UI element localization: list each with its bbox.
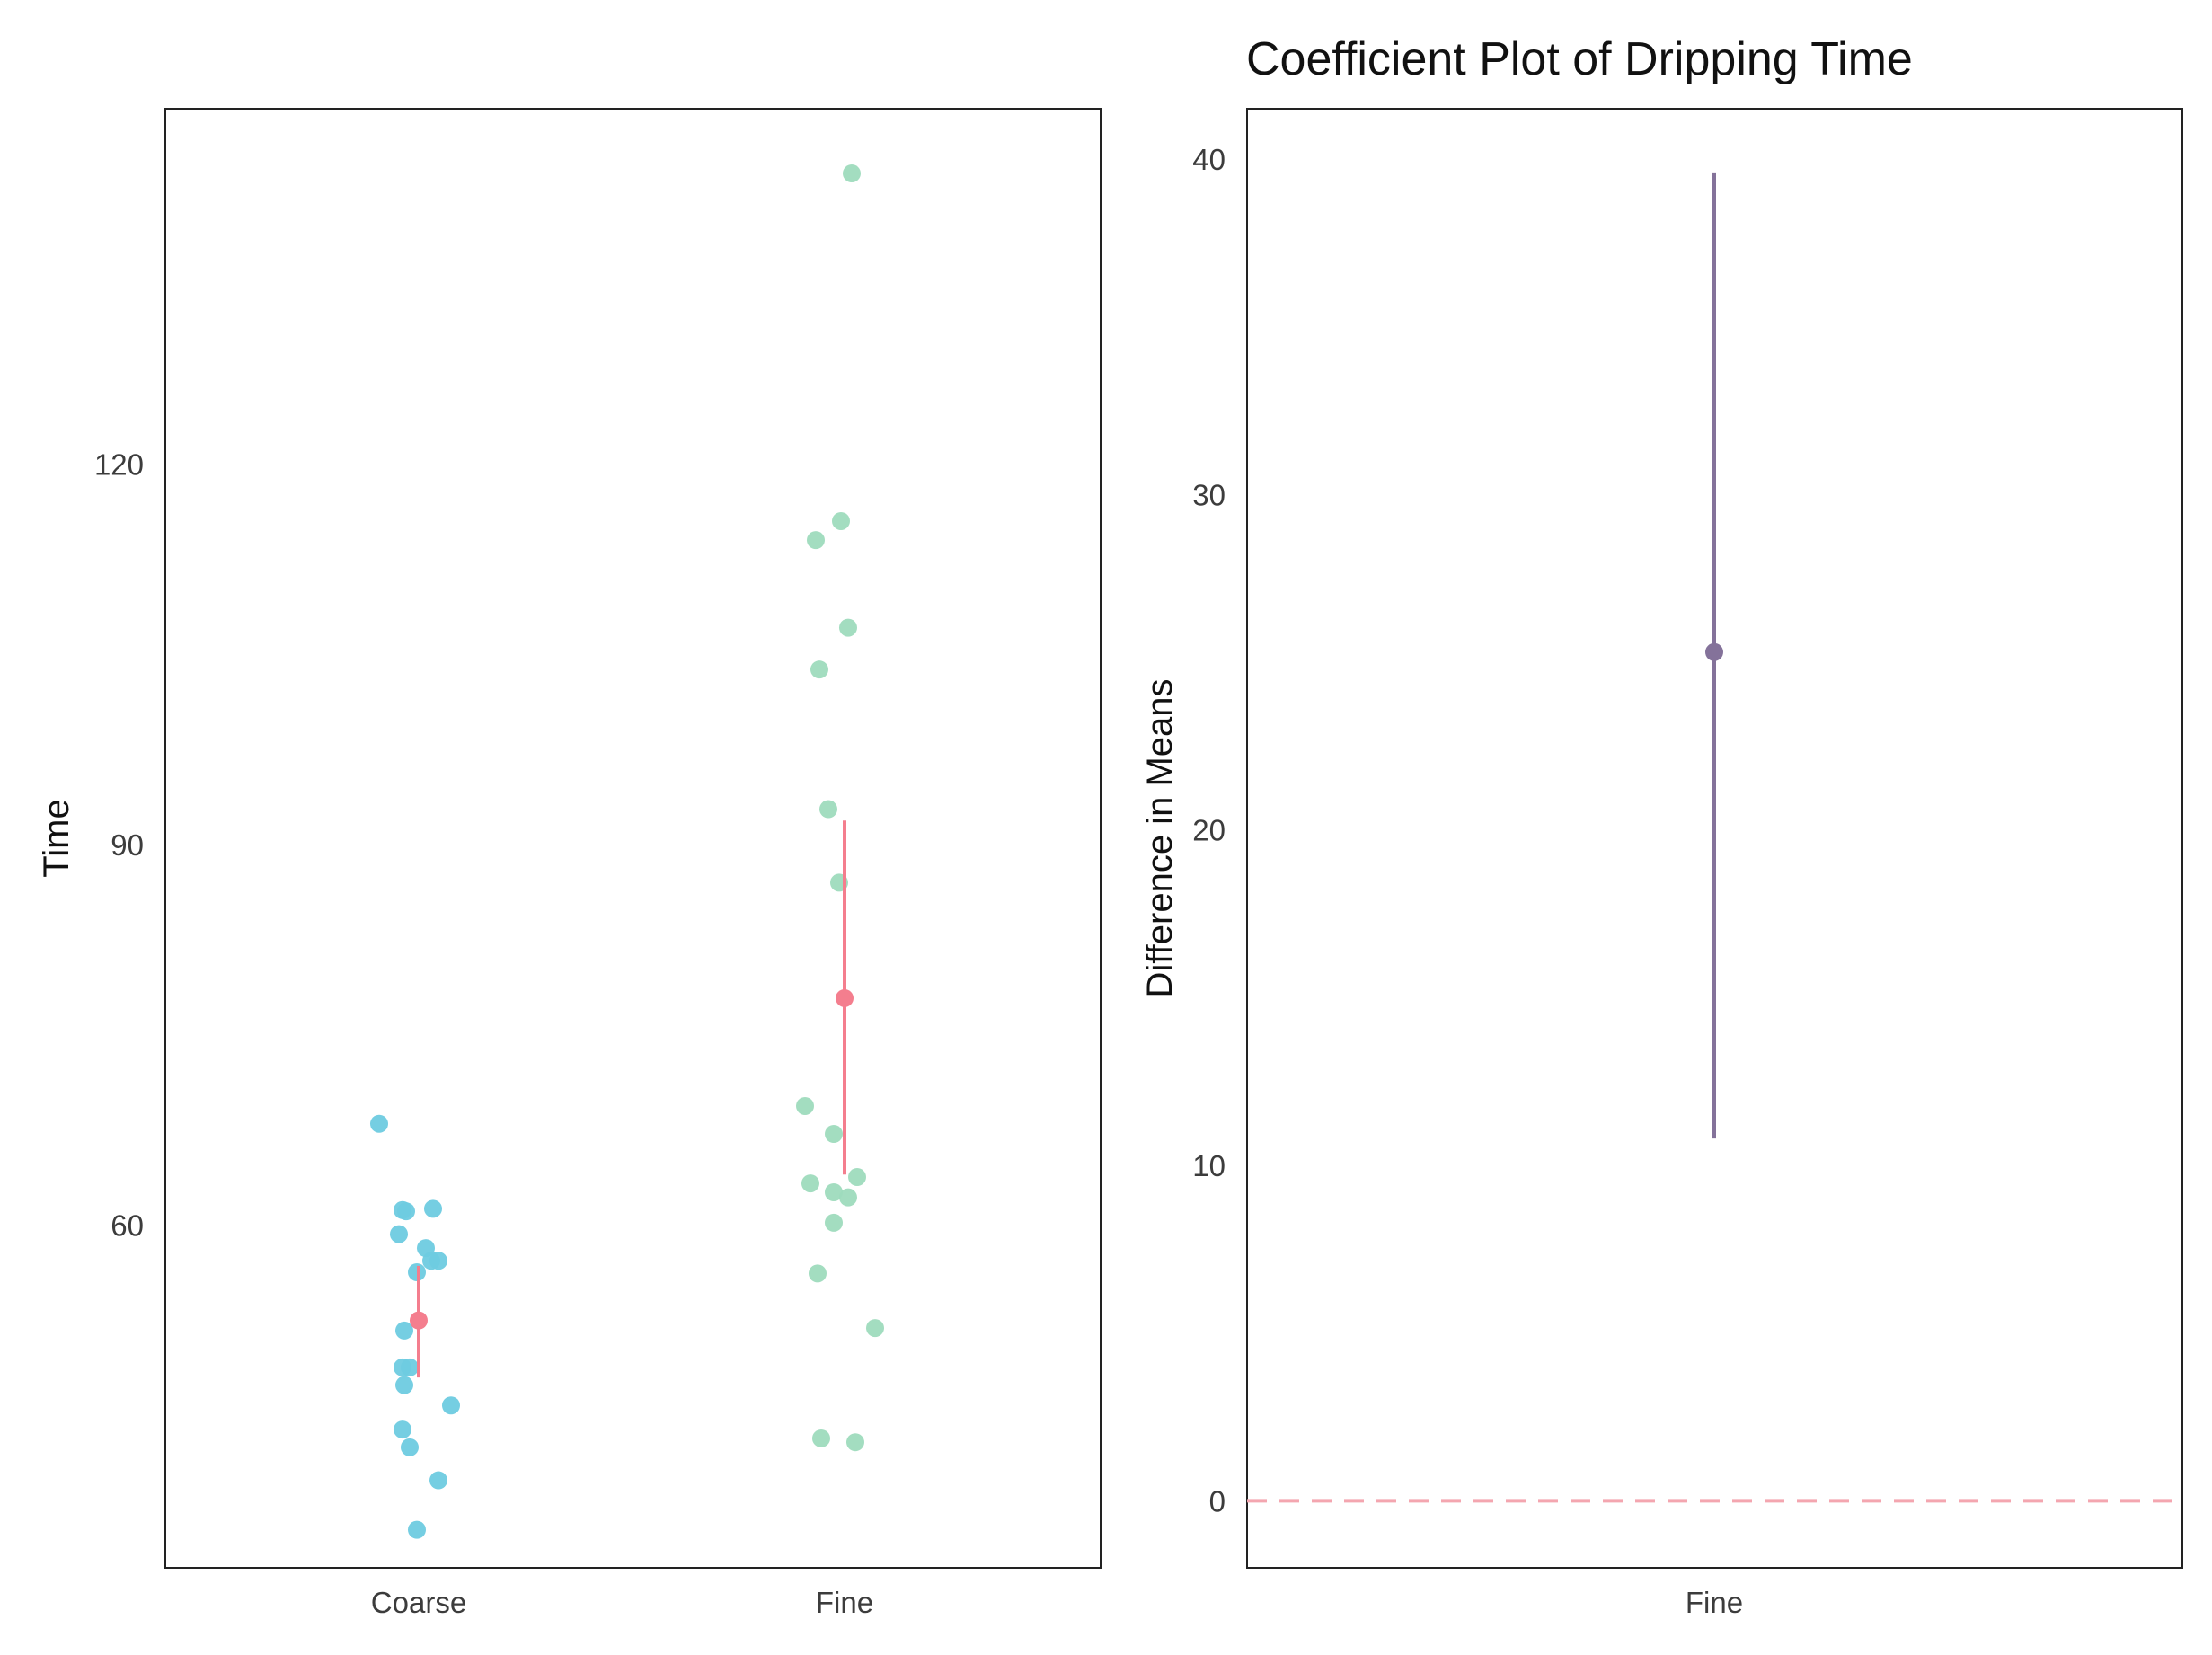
data-point-fine — [825, 1213, 843, 1232]
right-x-axis-ticks: Fine — [1686, 1586, 1743, 1619]
right-y-tick-label: 20 — [1192, 814, 1225, 847]
data-point-fine — [846, 1433, 864, 1452]
right-x-tick-label: Fine — [1686, 1586, 1743, 1619]
coefficient-point — [1705, 642, 1723, 661]
data-point-fine — [843, 164, 861, 183]
right-y-tick-label: 0 — [1209, 1484, 1225, 1518]
left-y-tick-label: 60 — [111, 1209, 144, 1243]
data-point-coarse — [390, 1225, 408, 1243]
right-plot-frame — [1246, 108, 2183, 1569]
data-point-coarse — [408, 1520, 426, 1539]
left-x-tick-label: Coarse — [371, 1586, 466, 1619]
left-x-tick-label: Fine — [816, 1586, 873, 1619]
data-point-fine — [866, 1319, 884, 1338]
data-point-coarse — [401, 1438, 419, 1456]
data-point-coarse — [442, 1396, 460, 1415]
right-y-tick-label: 10 — [1192, 1149, 1225, 1182]
data-point-fine — [812, 1429, 830, 1447]
coefficient-panel: Coefficient Plot of Dripping Time 0 10 20 3… — [1140, 33, 2183, 1619]
data-point-fine — [848, 1168, 866, 1187]
data-point-fine — [810, 660, 828, 679]
data-point-fine — [796, 1096, 814, 1115]
right-y-tick-label: 40 — [1192, 143, 1225, 176]
data-point-fine — [801, 1174, 819, 1193]
data-point-coarse — [370, 1114, 388, 1133]
data-point-fine — [825, 1125, 843, 1144]
data-point-fine — [819, 800, 837, 819]
data-point-coarse — [395, 1376, 413, 1394]
left-plot-frame — [164, 108, 1102, 1569]
data-point-coarse — [429, 1252, 447, 1270]
data-point-fine — [825, 1182, 843, 1201]
left-y-tick-label: 120 — [94, 447, 144, 481]
data-point-fine — [809, 1264, 827, 1283]
data-point-fine — [839, 1188, 857, 1207]
data-point-coarse — [424, 1199, 442, 1218]
data-point-fine — [839, 618, 857, 637]
right-coefficient-marks — [1247, 172, 2182, 1503]
left-x-axis-ticks: Coarse Fine — [371, 1586, 873, 1619]
right-y-tick-label: 30 — [1192, 478, 1225, 511]
left-data-points — [370, 164, 884, 1539]
chart-title: Coefficient Plot of Dripping Time — [1246, 33, 1913, 85]
data-point-coarse — [429, 1471, 447, 1490]
data-point-coarse — [397, 1202, 415, 1221]
data-point-coarse — [401, 1358, 419, 1376]
mean-point-fine — [836, 988, 854, 1007]
data-point-coarse — [395, 1321, 413, 1340]
left-y-axis-ticks: 60 90 120 — [94, 447, 144, 1242]
data-point-fine — [832, 511, 850, 530]
right-y-axis-ticks: 0 10 20 30 40 — [1192, 143, 1225, 1518]
right-y-axis-title: Difference in Means — [1140, 679, 1180, 998]
left-y-axis-title: Time — [37, 799, 76, 877]
left-y-tick-label: 90 — [111, 828, 144, 862]
time-by-grind-panel: 60 90 120 Coarse Fine Time — [37, 108, 1102, 1619]
data-point-fine — [807, 531, 825, 550]
mean-point-coarse — [410, 1311, 428, 1330]
data-point-coarse — [394, 1420, 411, 1439]
left-mean-intervals — [410, 820, 854, 1378]
